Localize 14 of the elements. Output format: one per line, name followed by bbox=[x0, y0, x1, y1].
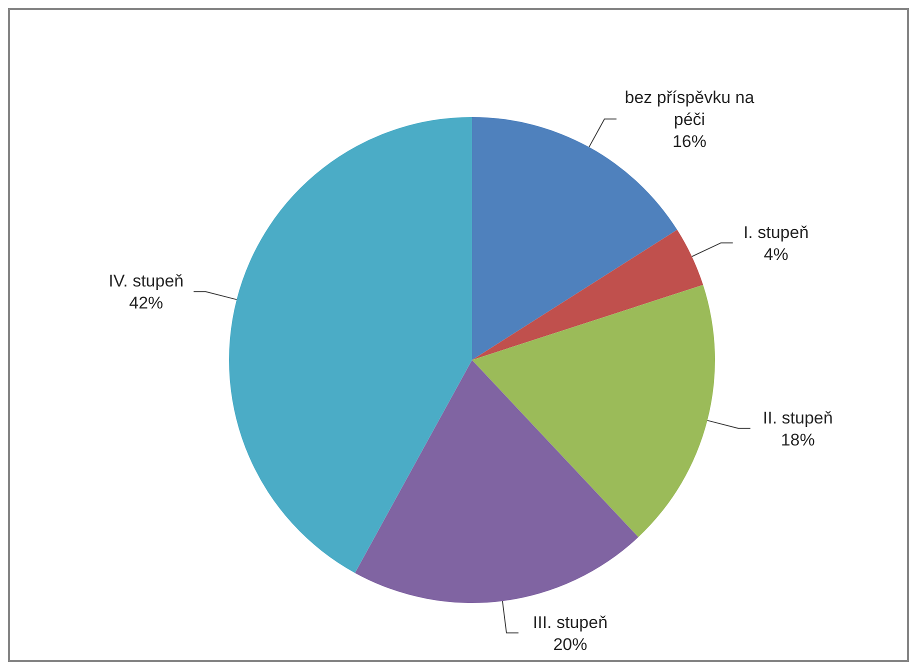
slice-label: III. stupeň bbox=[532, 612, 608, 632]
pie-slice bbox=[472, 230, 704, 360]
data-label: 16% bbox=[672, 132, 706, 151]
pie-slice bbox=[229, 117, 472, 573]
data-label: 20% bbox=[553, 634, 588, 654]
data-label: 42% bbox=[129, 293, 164, 312]
pie-slice bbox=[354, 360, 638, 603]
data-label: 4% bbox=[764, 244, 788, 264]
slice-label: IV. stupeň bbox=[108, 271, 184, 290]
slice-label: bez příspěvku na péči bbox=[624, 88, 755, 129]
pie-slice bbox=[472, 284, 715, 538]
slice-label: I. stupeň bbox=[743, 222, 809, 242]
data-label: 18% bbox=[780, 430, 815, 449]
slice-label: II. stupeň bbox=[762, 408, 833, 427]
